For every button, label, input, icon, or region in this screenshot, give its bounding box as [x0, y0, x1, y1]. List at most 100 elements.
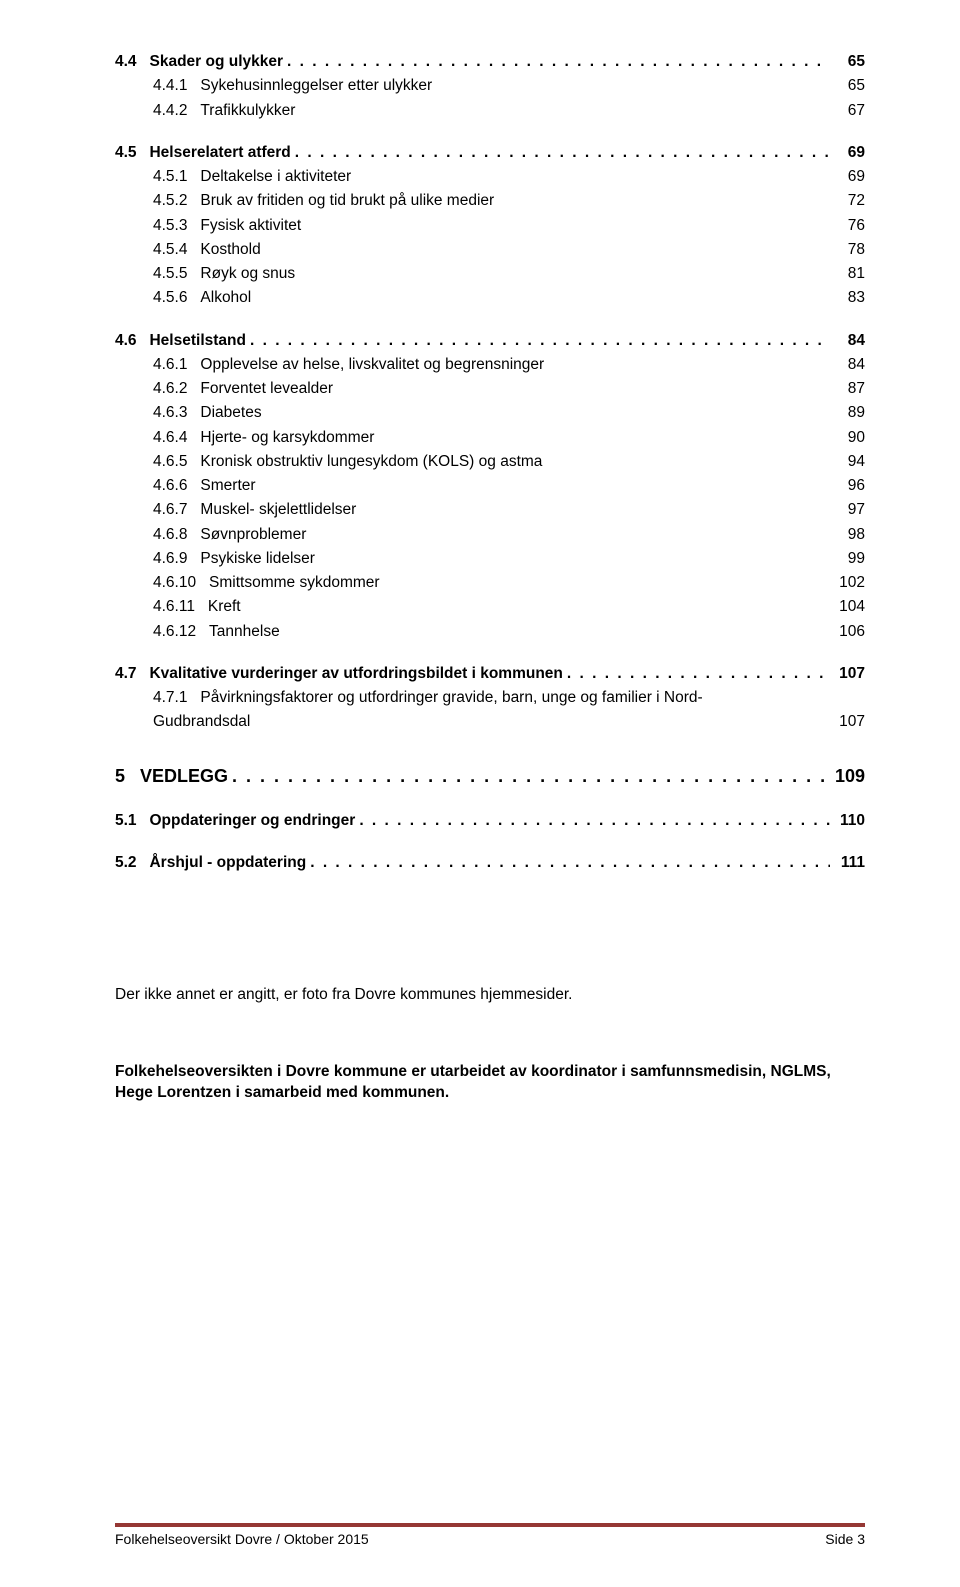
toc-num: 4.5.5	[115, 262, 187, 285]
toc-section: 5.1 Oppdateringer og endringer. . . . . …	[115, 809, 865, 832]
toc-dots: . . . . . . . . . . . . . . . . . . . . …	[291, 141, 830, 164]
toc-label: Gudbrandsdal	[115, 710, 250, 733]
toc-subsection: 4.5.6 Alkohol83	[115, 286, 865, 309]
toc-spacer	[115, 644, 865, 662]
toc-page: 107	[830, 710, 865, 733]
toc-subsection: 4.6.10 Smittsomme sykdommer102	[115, 571, 865, 594]
toc-subsection: 4.6.1 Opplevelse av helse, livskvalitet …	[115, 353, 865, 376]
toc-subsection: 4.6.8 Søvnproblemer98	[115, 523, 865, 546]
toc-subsection: 4.6.9 Psykiske lidelser99	[115, 547, 865, 570]
toc-spacer	[115, 311, 865, 329]
toc-page: 102	[830, 571, 865, 594]
toc-num: 5.1	[115, 809, 137, 832]
toc-page: 69	[830, 165, 865, 188]
toc-num: 4.5.1	[115, 165, 187, 188]
toc-num: 4.6.8	[115, 523, 187, 546]
toc-page: 107	[830, 662, 865, 685]
toc-label: Skader og ulykker	[149, 50, 283, 73]
toc-page: 104	[830, 595, 865, 618]
toc-page: 84	[830, 329, 865, 352]
toc-spacer	[115, 735, 865, 763]
toc-num: 5	[115, 763, 125, 790]
toc-dots: . . . . . . . . . . . . . . . . . . . . …	[306, 851, 830, 874]
toc-section: 4.7 Kvalitative vurderinger av utfordrin…	[115, 662, 865, 685]
table-of-contents: 4.4 Skader og ulykker. . . . . . . . . .…	[115, 50, 865, 874]
toc-section: 4.4 Skader og ulykker. . . . . . . . . .…	[115, 50, 865, 73]
toc-label: Psykiske lidelser	[200, 547, 315, 570]
toc-label: Forventet levealder	[200, 377, 333, 400]
toc-subsection: 4.5.4 Kosthold78	[115, 238, 865, 261]
toc-dots: . . . . . . . . . . . . . . . . . . . . …	[563, 662, 830, 685]
toc-subsection: 4.4.1 Sykehusinnleggelser etter ulykker6…	[115, 74, 865, 97]
toc-page: 76	[830, 214, 865, 237]
toc-subsection: 4.6.4 Hjerte- og karsykdommer90	[115, 426, 865, 449]
toc-page: 106	[830, 620, 865, 643]
toc-label: Kronisk obstruktiv lungesykdom (KOLS) og…	[200, 450, 542, 473]
toc-chapter: 5 VEDLEGG. . . . . . . . . . . . . . . .…	[115, 763, 865, 790]
footer-divider	[115, 1523, 865, 1527]
toc-label: Fysisk aktivitet	[200, 214, 301, 237]
toc-subsection: 4.5.5 Røyk og snus 81	[115, 262, 865, 285]
toc-subsection: 4.6.3 Diabetes89	[115, 401, 865, 424]
toc-num: 4.6.12	[115, 620, 196, 643]
toc-label: Påvirkningsfaktorer og utfordringer grav…	[200, 686, 702, 709]
toc-num: 4.5.6	[115, 286, 187, 309]
toc-subsection: 4.5.2 Bruk av fritiden og tid brukt på u…	[115, 189, 865, 212]
toc-num: 4.6.6	[115, 474, 187, 497]
toc-page: 110	[830, 809, 865, 832]
toc-page: 78	[830, 238, 865, 261]
toc-label: Opplevelse av helse, livskvalitet og beg…	[200, 353, 544, 376]
toc-num: 4.6.11	[115, 595, 195, 618]
toc-dots: . . . . . . . . . . . . . . . . . . . . …	[283, 50, 830, 73]
toc-label: Diabetes	[200, 401, 261, 424]
toc-num: 4.6.1	[115, 353, 187, 376]
toc-num: 4.6.4	[115, 426, 187, 449]
toc-page: 109	[830, 763, 865, 790]
toc-page: 94	[830, 450, 865, 473]
toc-num: 4.6.10	[115, 571, 196, 594]
toc-label: Tannhelse	[209, 620, 280, 643]
toc-spacer	[115, 833, 865, 851]
toc-page: 65	[830, 50, 865, 73]
page-footer: Folkehelseoversikt Dovre / Oktober 2015 …	[115, 1523, 865, 1547]
toc-page: 90	[830, 426, 865, 449]
toc-num: 4.4	[115, 50, 137, 73]
toc-label: Oppdateringer og endringer	[149, 809, 355, 832]
toc-subsection: 4.6.6 Smerter96	[115, 474, 865, 497]
footer-left: Folkehelseoversikt Dovre / Oktober 2015	[115, 1531, 369, 1547]
toc-page: 67	[830, 99, 865, 122]
toc-label: VEDLEGG	[140, 763, 228, 790]
toc-label: Helserelatert atferd	[149, 141, 290, 164]
toc-page: 87	[830, 377, 865, 400]
toc-subsection: 4.5.3 Fysisk aktivitet 76	[115, 214, 865, 237]
toc-spacer	[115, 123, 865, 141]
toc-page: 81	[830, 262, 865, 285]
toc-page: 111	[830, 851, 865, 874]
toc-subsection: 4.6.12 Tannhelse 106	[115, 620, 865, 643]
page: 4.4 Skader og ulykker. . . . . . . . . .…	[0, 0, 960, 1587]
toc-label: Røyk og snus	[200, 262, 295, 285]
toc-num: 4.7	[115, 662, 137, 685]
toc-section: 4.5 Helserelatert atferd. . . . . . . . …	[115, 141, 865, 164]
toc-num: 4.5.3	[115, 214, 187, 237]
author-credit-text: Folkehelseoversikten i Dovre kommune er …	[115, 1061, 865, 1104]
toc-label: Kosthold	[200, 238, 260, 261]
toc-label: Bruk av fritiden og tid brukt på ulike m…	[200, 189, 494, 212]
toc-subsection: 4.5.1 Deltakelse i aktiviteter69	[115, 165, 865, 188]
toc-page: 96	[830, 474, 865, 497]
toc-page: 83	[830, 286, 865, 309]
toc-label: Årshjul - oppdatering	[149, 851, 306, 874]
toc-num: 4.4.1	[115, 74, 187, 97]
toc-page: 84	[830, 353, 865, 376]
toc-spacer	[115, 791, 865, 809]
toc-page: 98	[830, 523, 865, 546]
footer-right: Side 3	[825, 1531, 865, 1547]
toc-subsection: 4.6.2 Forventet levealder87	[115, 377, 865, 400]
toc-subsection: 4.7.1 Påvirkningsfaktorer og utfordringe…	[115, 686, 865, 709]
toc-num: 4.7.1	[115, 686, 187, 709]
toc-num: 4.6.9	[115, 547, 187, 570]
toc-num: 4.6.5	[115, 450, 187, 473]
toc-dots: . . . . . . . . . . . . . . . . . . . . …	[246, 329, 830, 352]
toc-section: 4.6 Helsetilstand. . . . . . . . . . . .…	[115, 329, 865, 352]
toc-label: Kreft	[208, 595, 241, 618]
